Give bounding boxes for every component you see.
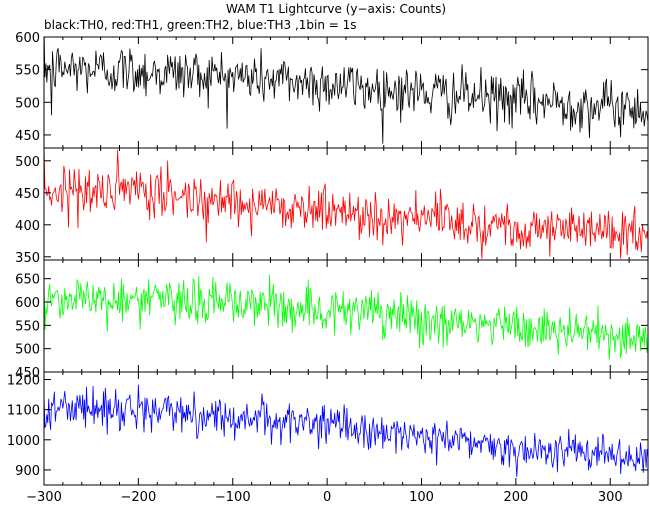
y-tick-label: 600 — [15, 296, 40, 311]
x-tick-label: −100 — [215, 490, 251, 505]
y-tick-label: 1100 — [7, 404, 40, 419]
y-tick-label: 500 — [15, 96, 40, 111]
x-tick-label: 300 — [598, 490, 623, 505]
x-tick-label: −200 — [121, 490, 157, 505]
series-line-th0 — [44, 37, 648, 144]
series-line-th3 — [44, 384, 648, 478]
panel-frame-th2 — [43, 259, 649, 373]
chart-title: WAM T1 Lightcurve (y−axis: Counts) — [226, 2, 446, 16]
panel-frame-th1 — [43, 147, 649, 261]
y-tick-label: 450 — [15, 129, 40, 144]
y-tick-label: 1200 — [7, 374, 40, 389]
x-tick-label: −300 — [26, 490, 62, 505]
y-tick-label: 900 — [15, 464, 40, 479]
panel-th1: 350 400 450 500 — [15, 147, 649, 266]
series-line-th2 — [44, 274, 648, 360]
panel-th3: 900 1000 1100 1200 — [7, 371, 649, 486]
panel-th0: 450 500 550 600 — [15, 31, 649, 149]
y-tick-label: 600 — [15, 31, 40, 46]
y-tick-label: 400 — [15, 219, 40, 234]
panel-th2: 450 500 550 600 650 — [15, 259, 649, 381]
y-tick-label: 1000 — [7, 434, 40, 449]
y-tick-label: 500 — [15, 343, 40, 358]
y-tick-label: 650 — [15, 273, 40, 288]
x-tick-label: 100 — [409, 490, 434, 505]
x-tick-label: 200 — [503, 490, 528, 505]
y-tick-label: 450 — [15, 187, 40, 202]
series-line-th1 — [44, 148, 648, 259]
chart-subtitle: black:TH0, red:TH1, green:TH2, blue:TH3 … — [44, 18, 357, 32]
panels-group: 450 500 550 600 350 400 450 500 450 500 550 600 650 9… — [7, 31, 649, 505]
x-tick-label: 0 — [323, 490, 331, 505]
y-tick-label: 500 — [15, 155, 40, 170]
y-tick-label: 450 — [15, 366, 40, 381]
y-tick-label: 350 — [15, 251, 40, 266]
y-tick-label: 550 — [15, 319, 40, 334]
y-tick-label: 550 — [15, 64, 40, 79]
